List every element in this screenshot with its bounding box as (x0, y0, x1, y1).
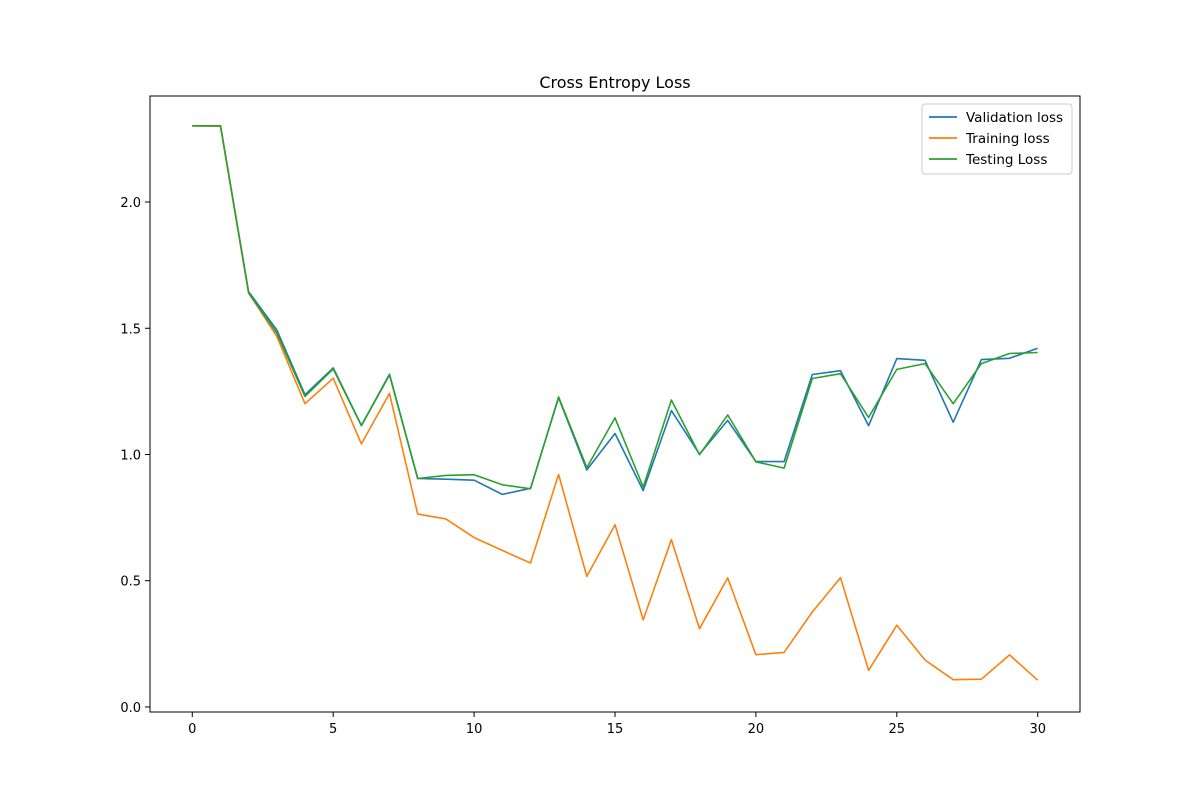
legend: Validation loss Training loss Testing Loss (921, 103, 1073, 175)
series-layer (192, 125, 1039, 681)
chart-title: Cross Entropy Loss (539, 73, 690, 92)
legend-box (921, 103, 1073, 175)
legend-label-3: Testing Loss (965, 152, 1047, 168)
x-tick-label: 0 (188, 722, 196, 737)
y-tick-label: 1.0 (120, 448, 141, 463)
ticks-layer: 0 5 10 15 20 25 30 0.0 0.5 1.0 1.5 2.0 (120, 196, 1046, 737)
x-tick-label: 10 (466, 722, 483, 737)
axes-layer (149, 95, 1081, 713)
y-tick-label: 0.5 (120, 575, 141, 590)
legend-label-1: Validation loss (966, 110, 1063, 126)
y-tick-label: 0.0 (120, 701, 141, 716)
y-tick-label: 1.5 (120, 322, 141, 337)
plot-frame (149, 95, 1081, 713)
legend-label-2: Training loss (965, 131, 1050, 147)
series-line-2 (192, 125, 1039, 681)
y-tick-label: 2.0 (120, 196, 141, 211)
series-line-3 (192, 125, 1038, 490)
series-line-1 (192, 125, 1038, 496)
x-tick-label: 20 (748, 722, 765, 737)
x-tick-label: 30 (1029, 722, 1046, 737)
x-tick-label: 25 (889, 722, 906, 737)
x-tick-label: 15 (607, 722, 624, 737)
x-tick-label: 5 (329, 722, 337, 737)
